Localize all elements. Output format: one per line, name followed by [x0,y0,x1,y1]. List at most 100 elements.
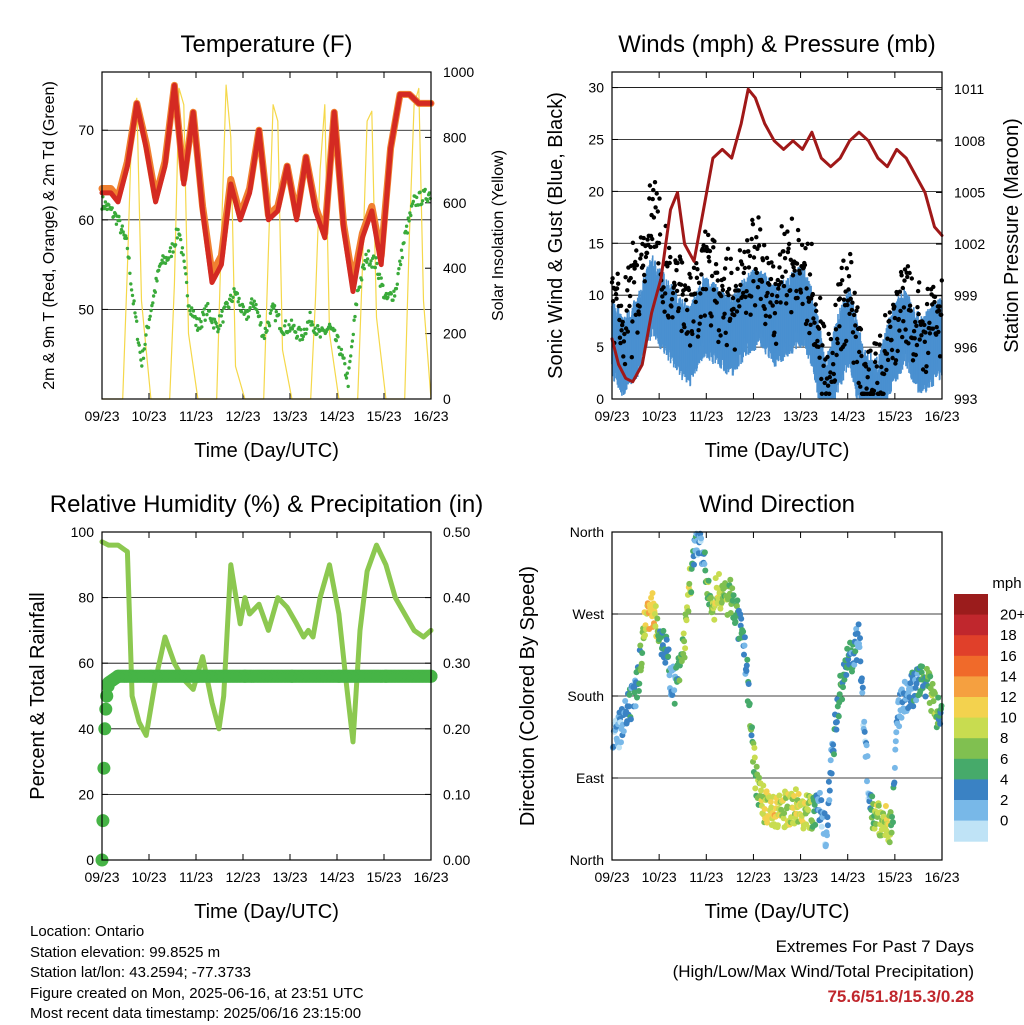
dewpoint-point [225,301,229,306]
legend-swatch [954,717,988,739]
dewpoint-point [144,333,148,337]
gust-point [897,289,903,294]
gust-point [831,371,836,377]
x-tick-label: 10/23 [131,408,166,424]
gust-point [667,260,672,266]
gust-point [756,215,761,220]
direction-point [882,803,889,809]
gust-point [792,268,797,273]
direction-point [841,676,848,683]
dewpoint-point [194,323,198,328]
gust-point [622,361,628,367]
gust-point [785,249,791,255]
dewpoint-point [397,267,401,271]
dewpoint-point [311,323,315,327]
y2-tick-label: 600 [443,195,467,211]
dewpoint-point [409,213,413,218]
chart-panel-2: Winds (mph) & Pressure (mb) Time (Day/UTC… [545,31,1023,462]
gust-point [613,291,619,297]
dewpoint-point [107,203,111,207]
y2-tick-label: 1008 [954,133,985,149]
gust-point [803,246,808,251]
dewpoint-point [183,266,187,270]
gust-point [653,205,658,210]
gust-point [767,314,772,319]
dewpoint-point [272,304,277,308]
gust-point [895,348,900,354]
x-tick-label: 14/23 [830,408,865,424]
dewpoint-point [395,282,399,286]
direction-point [701,549,708,556]
x-tick-label: 14/23 [319,408,354,424]
dewpoint-point [289,318,294,322]
legend-swatch [954,676,988,698]
dewpoint-point [176,227,180,232]
gust-point [884,367,889,373]
gust-point [624,308,629,313]
gust-point [682,324,687,330]
gust-point [641,235,646,241]
direction-point [651,611,658,617]
gust-point [828,336,834,342]
direction-point [859,689,866,696]
direction-point [648,594,655,601]
gust-point [630,319,635,324]
y-tick-label: West [572,606,604,622]
gust-point [722,311,727,316]
gust-point [621,339,627,344]
dewpoint-point [343,362,347,366]
dewpoint-point [398,259,402,263]
dewpoint-point [288,329,292,333]
dewpoint-point [391,298,395,302]
extremes-title: Extremes For Past 7 Days [775,937,974,956]
x-tick-label: 09/23 [594,408,629,424]
gust-point [854,359,860,365]
gust-point [706,232,711,238]
gust-point [678,282,684,287]
legend-label: 12 [1000,689,1017,706]
gust-point [806,299,812,304]
gust-point [725,246,731,251]
dewpoint-point [420,199,425,203]
dewpoint-point [163,261,168,265]
dewpoint-point [221,320,225,324]
gust-point [695,334,701,339]
gust-point [896,316,901,322]
dewpoint-point [114,222,119,226]
direction-point [665,653,672,660]
gust-point [795,227,801,233]
gust-point [826,331,831,337]
dewpoint-point [423,187,427,192]
legend-label: 2 [1000,792,1008,809]
dewpoint-point [180,246,185,250]
gust-point [825,354,830,360]
gust-point [629,355,634,360]
gust-point [805,241,810,246]
gust-point [648,244,653,250]
direction-point [919,663,926,670]
dewpoint-point [416,203,421,207]
direction-point [708,594,714,601]
gust-point [939,312,944,317]
gust-point [614,286,620,291]
gust-point [709,314,714,319]
dewpoint-point [201,312,206,317]
gust-point [874,341,879,346]
direction-point [871,825,878,832]
dewpoint-point [231,295,235,299]
gust-point [663,291,668,296]
direction-point [888,829,895,836]
dewpoint-point [366,249,371,253]
gust-point [742,265,748,271]
gust-point [780,274,785,279]
dewpoint-point [239,310,244,314]
dewpoint-point [141,356,146,360]
gust-point [635,330,640,335]
y2-tick-label: 400 [443,260,467,276]
y-tick-label: 5 [596,339,604,355]
gust-point [737,304,742,309]
gust-point [936,308,942,313]
gust-point [774,299,779,305]
gust-point [640,263,646,268]
gust-point [732,312,737,318]
